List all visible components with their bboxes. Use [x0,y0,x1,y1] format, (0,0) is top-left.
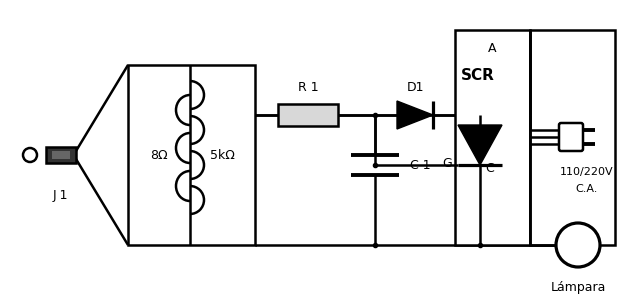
Text: J 1: J 1 [52,188,68,201]
Text: C: C [485,161,493,174]
Circle shape [23,148,37,162]
Bar [52,151,70,159]
Bar [455,30,530,245]
Text: SCR: SCR [461,68,495,83]
Text: 5kΩ: 5kΩ [209,149,234,161]
FancyBboxPatch shape [559,123,583,151]
Text: 110/220V: 110/220V [560,167,614,177]
Bar [46,147,76,163]
Bar [278,104,338,126]
Text: D1: D1 [406,80,424,94]
Text: C 1: C 1 [410,158,431,172]
Text: G: G [442,157,452,169]
Bar [530,30,615,245]
Polygon shape [397,101,433,129]
Bar [128,65,255,245]
Text: Lámpara: Lámpara [550,281,605,293]
Text: A: A [488,41,497,55]
Circle shape [556,223,600,267]
Text: C.A.: C.A. [576,184,598,194]
Text: 8Ω: 8Ω [150,149,168,161]
Text: R 1: R 1 [298,80,318,94]
Polygon shape [458,125,502,165]
